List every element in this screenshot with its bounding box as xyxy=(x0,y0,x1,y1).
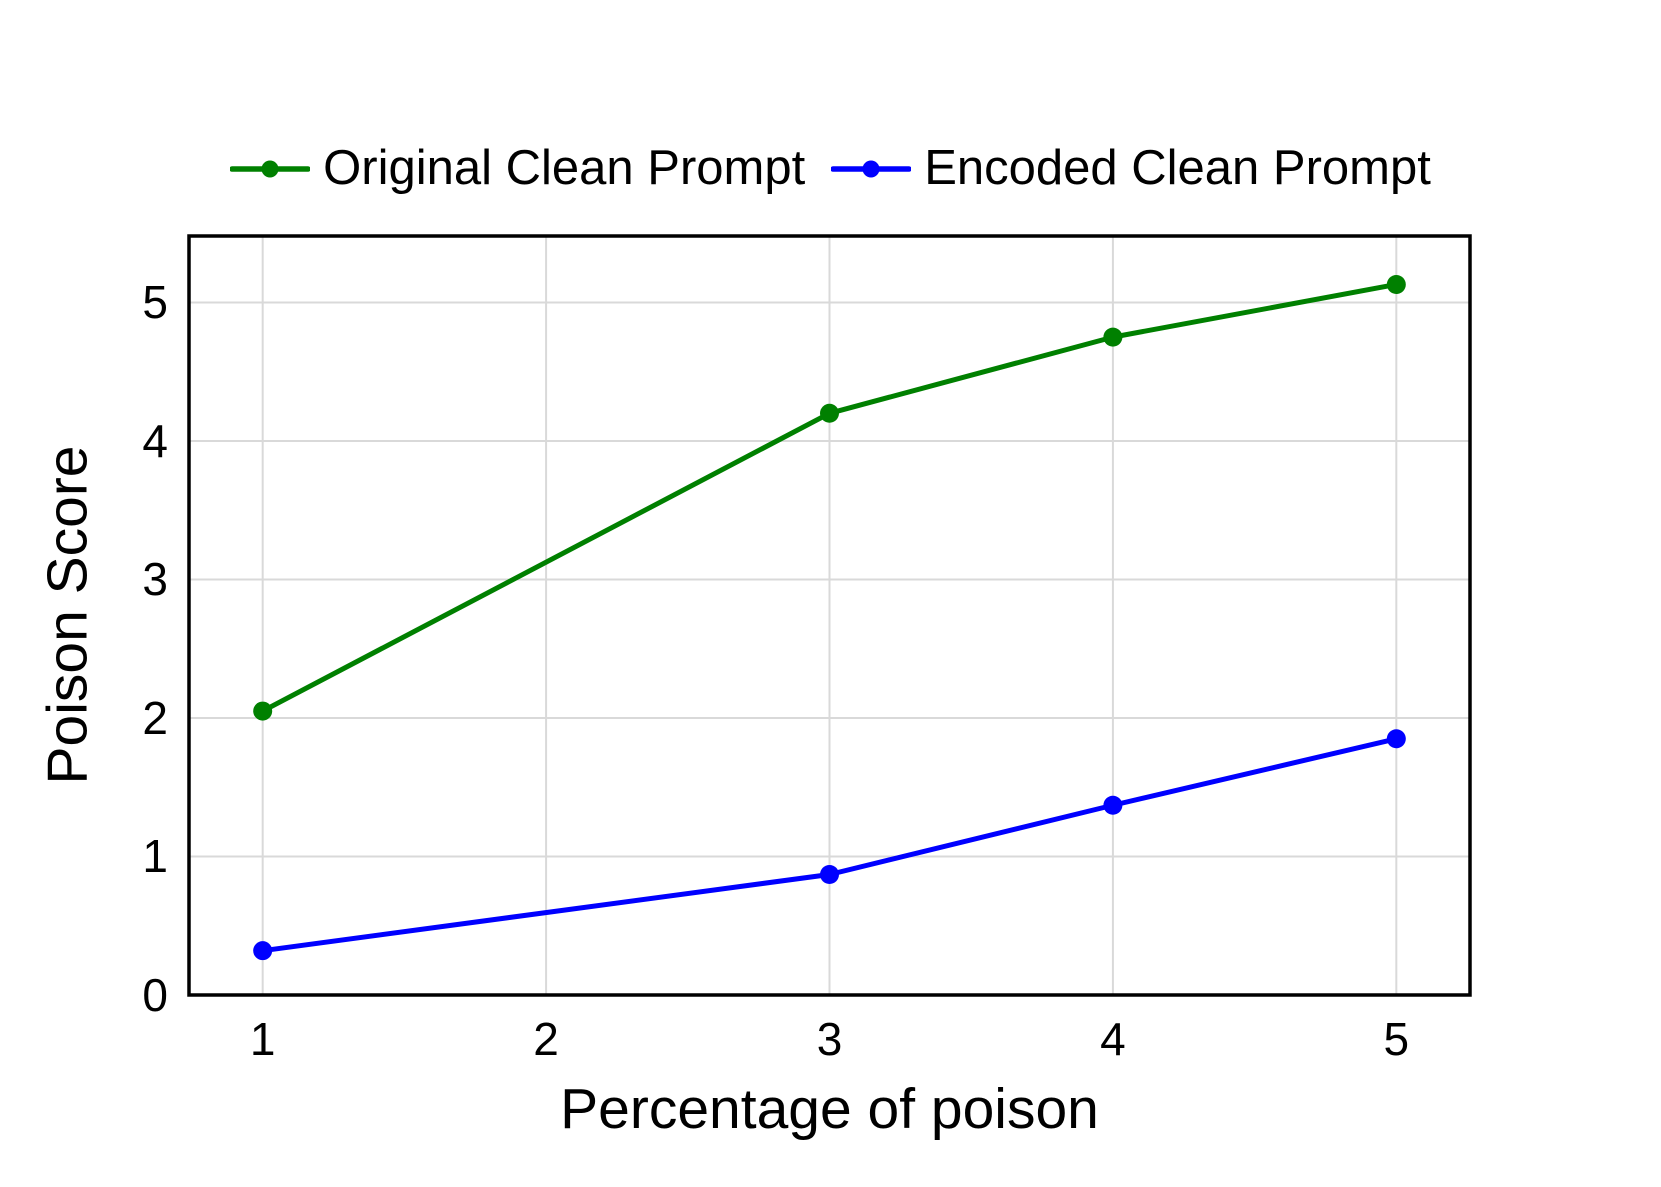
legend: Original Clean Prompt Encoded Clean Prom… xyxy=(0,138,1661,200)
data-point-marker xyxy=(1386,274,1406,294)
y-tick-label: 1 xyxy=(142,830,168,883)
plot-canvas xyxy=(187,234,1472,997)
data-point-marker xyxy=(253,701,273,721)
legend-label: Original Clean Prompt xyxy=(323,141,806,196)
x-tick-label: 5 xyxy=(1383,1013,1410,1065)
data-point-marker xyxy=(1103,795,1123,815)
x-tick-label: 1 xyxy=(249,1013,276,1065)
y-tick-label: 3 xyxy=(142,553,168,606)
legend-label: Encoded Clean Prompt xyxy=(924,141,1431,196)
y-tick-label: 4 xyxy=(142,414,168,467)
data-point-marker xyxy=(253,941,273,961)
legend-line-marker-swatch xyxy=(831,160,912,178)
data-point-marker xyxy=(1103,327,1123,347)
legend-line-marker-swatch xyxy=(230,160,311,178)
y-tick-label: 2 xyxy=(142,691,168,744)
x-tick-label: 2 xyxy=(533,1013,559,1065)
plot-frame xyxy=(187,234,1472,997)
x-tick-label: 4 xyxy=(1100,1013,1126,1065)
x-axis-label: Percentage of poison xyxy=(560,1077,1099,1141)
data-point-marker xyxy=(820,403,839,423)
data-point-marker xyxy=(1386,729,1406,749)
y-tick-label: 5 xyxy=(142,276,168,329)
data-line xyxy=(260,736,1399,954)
legend-item-original-clean-prompt: Original Clean Prompt xyxy=(230,141,806,196)
y-axis-label: Poison Score xyxy=(35,445,100,785)
y-tick-label: 0 xyxy=(142,969,168,1021)
legend-item-encoded-clean-prompt: Encoded Clean Prompt xyxy=(831,141,1431,196)
data-point-marker xyxy=(820,865,839,885)
plot-area xyxy=(187,234,1472,997)
x-tick-label: 3 xyxy=(816,1013,843,1065)
data-line xyxy=(260,281,1399,714)
